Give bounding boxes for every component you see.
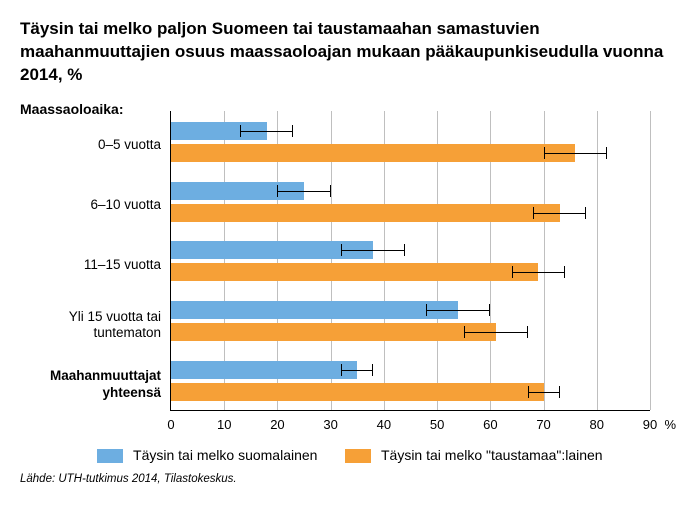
chart-area: Maassaoloaika: % 01020304050607080900–5 … (20, 101, 680, 441)
plot-region: % 01020304050607080900–5 vuotta6–10 vuot… (170, 111, 650, 411)
x-tick-label: 60 (483, 417, 497, 432)
bar (171, 301, 458, 319)
legend-swatch-b (345, 449, 371, 463)
bar (171, 361, 357, 379)
error-bar (277, 182, 330, 200)
x-tick-label: 50 (430, 417, 444, 432)
legend-swatch-a (97, 449, 123, 463)
bar-group: 0–5 vuotta (171, 117, 650, 174)
category-label: 11–15 vuotta (26, 257, 171, 273)
x-tick-label: 30 (323, 417, 337, 432)
legend-label-b: Täysin tai melko "taustamaa":lainen (381, 447, 603, 463)
error-bar (240, 122, 293, 140)
bar-group: Yli 15 vuotta taituntematon (171, 296, 650, 353)
x-tick-label: 10 (217, 417, 231, 432)
bar-group: Maahanmuuttajatyhteensä (171, 356, 650, 413)
x-axis-unit: % (664, 417, 676, 432)
x-tick-label: 0 (167, 417, 174, 432)
error-bar (512, 263, 565, 281)
legend-item-a: Täysin tai melko suomalainen (97, 447, 317, 463)
x-tick-label: 40 (377, 417, 391, 432)
error-bar (544, 144, 608, 162)
error-bar (528, 383, 560, 401)
x-tick-label: 90 (643, 417, 657, 432)
bar (171, 383, 544, 401)
x-tick-label: 70 (536, 417, 550, 432)
error-bar (341, 361, 373, 379)
error-bar (341, 241, 405, 259)
bar (171, 263, 538, 281)
legend-item-b: Täysin tai melko "taustamaa":lainen (345, 447, 602, 463)
x-tick-label: 80 (590, 417, 604, 432)
bar (171, 204, 560, 222)
legend: Täysin tai melko suomalainen Täysin tai … (20, 447, 680, 463)
legend-label-a: Täysin tai melko suomalainen (133, 447, 317, 463)
category-label: 0–5 vuotta (26, 137, 171, 153)
category-label: 6–10 vuotta (26, 197, 171, 213)
error-bar (464, 323, 528, 341)
bar (171, 144, 575, 162)
source-citation: Lähde: UTH-tutkimus 2014, Tilastokeskus. (20, 473, 680, 485)
bar-group: 11–15 vuotta (171, 236, 650, 293)
y-axis-header: Maassaoloaika: (20, 101, 124, 117)
bar-group: 6–10 vuotta (171, 177, 650, 234)
x-tick-label: 20 (270, 417, 284, 432)
category-label: Yli 15 vuotta taituntematon (26, 308, 171, 340)
gridline (650, 111, 651, 410)
category-label: Maahanmuuttajatyhteensä (26, 368, 171, 400)
bar (171, 323, 496, 341)
error-bar (533, 204, 586, 222)
chart-title: Täysin tai melko paljon Suomeen tai taus… (20, 18, 680, 87)
error-bar (426, 301, 490, 319)
